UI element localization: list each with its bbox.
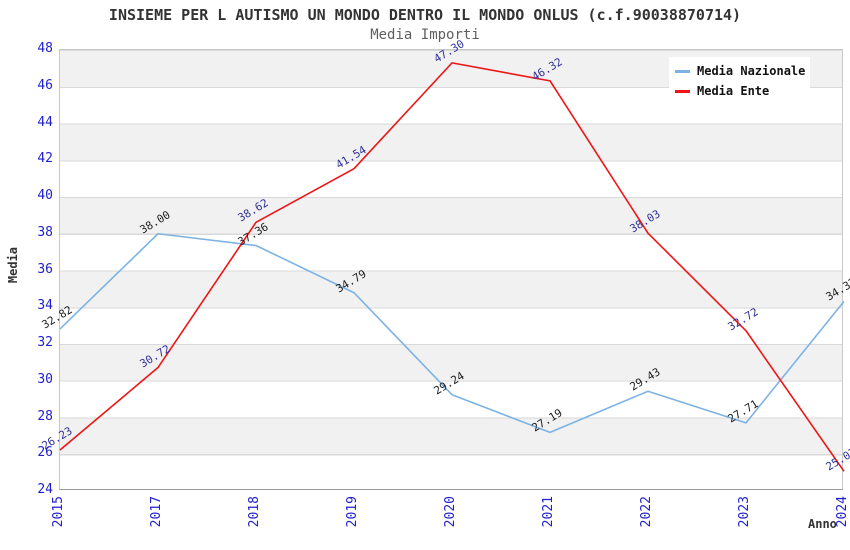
y-tick-label: 42	[37, 151, 53, 167]
x-tick-label: 2020	[443, 496, 458, 528]
y-tick-label: 26	[37, 445, 53, 461]
legend-swatch-line-icon	[675, 89, 690, 93]
y-tick-label: 44	[37, 114, 53, 130]
y-tick-label: 46	[37, 77, 53, 93]
y-tick-label: 38	[37, 224, 53, 240]
x-tick-label: 2019	[345, 496, 360, 528]
chart-subtitle: Media Importi	[370, 27, 480, 43]
x-tick-label: 2023	[737, 496, 752, 528]
y-tick-label: 40	[37, 188, 53, 203]
legend-label: Media Ente	[697, 84, 770, 98]
y-tick-label: 28	[37, 408, 53, 424]
legend: Media Nazionale Media Ente	[669, 57, 810, 103]
x-tick-label: 2021	[541, 496, 556, 528]
x-tick-label: 2017	[149, 496, 164, 528]
legend-label: Media Nazionale	[697, 64, 806, 78]
y-tick-label: 30	[37, 371, 53, 387]
legend-item-media-ente: Media Ente	[675, 83, 802, 99]
legend-swatch-line-icon	[675, 69, 690, 73]
x-tick-label: 2015	[51, 496, 66, 528]
y-tick-label: 24	[37, 482, 53, 497]
x-axis-title: Anno	[808, 517, 837, 531]
x-tick-label: 2024	[835, 496, 850, 528]
series-line	[59, 62, 845, 472]
y-tick-label: 32	[37, 335, 53, 350]
series-line	[59, 232, 845, 434]
y-tick-label: 48	[37, 41, 53, 56]
y-tick-label: 34	[37, 298, 53, 314]
legend-item-media-nazionale: Media Nazionale	[675, 63, 806, 79]
series-lines	[59, 62, 845, 472]
y-tick-label: 36	[37, 261, 53, 277]
plot-area	[59, 49, 845, 490]
x-tick-label: 2022	[639, 496, 654, 528]
chart-title: INSIEME PER L AUTISMO UN MONDO DENTRO IL…	[108, 6, 742, 24]
x-tick-label: 2018	[247, 496, 262, 528]
